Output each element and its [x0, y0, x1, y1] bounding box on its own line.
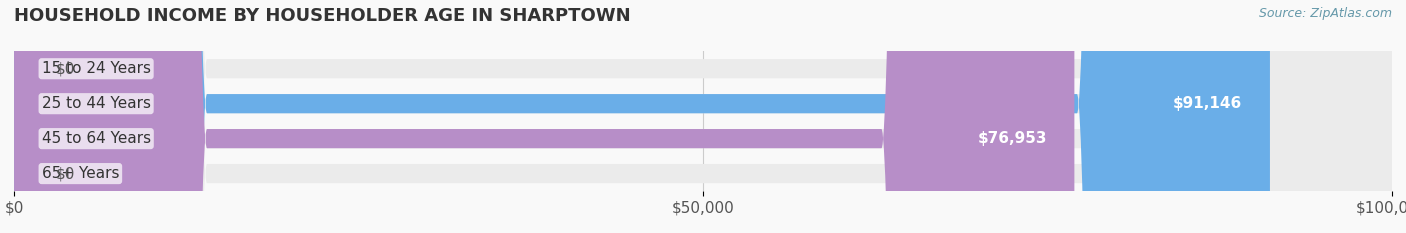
- Text: 15 to 24 Years: 15 to 24 Years: [42, 61, 150, 76]
- Text: $0: $0: [55, 61, 75, 76]
- FancyBboxPatch shape: [14, 0, 1270, 233]
- FancyBboxPatch shape: [14, 0, 1392, 233]
- Text: 45 to 64 Years: 45 to 64 Years: [42, 131, 150, 146]
- Text: $0: $0: [55, 166, 75, 181]
- FancyBboxPatch shape: [14, 0, 1392, 233]
- FancyBboxPatch shape: [14, 0, 1392, 233]
- Text: Source: ZipAtlas.com: Source: ZipAtlas.com: [1258, 7, 1392, 20]
- Text: 65+ Years: 65+ Years: [42, 166, 120, 181]
- Text: HOUSEHOLD INCOME BY HOUSEHOLDER AGE IN SHARPTOWN: HOUSEHOLD INCOME BY HOUSEHOLDER AGE IN S…: [14, 7, 631, 25]
- FancyBboxPatch shape: [14, 0, 1074, 233]
- Text: 25 to 44 Years: 25 to 44 Years: [42, 96, 150, 111]
- Text: $76,953: $76,953: [977, 131, 1047, 146]
- Text: $91,146: $91,146: [1173, 96, 1243, 111]
- FancyBboxPatch shape: [14, 0, 1392, 233]
